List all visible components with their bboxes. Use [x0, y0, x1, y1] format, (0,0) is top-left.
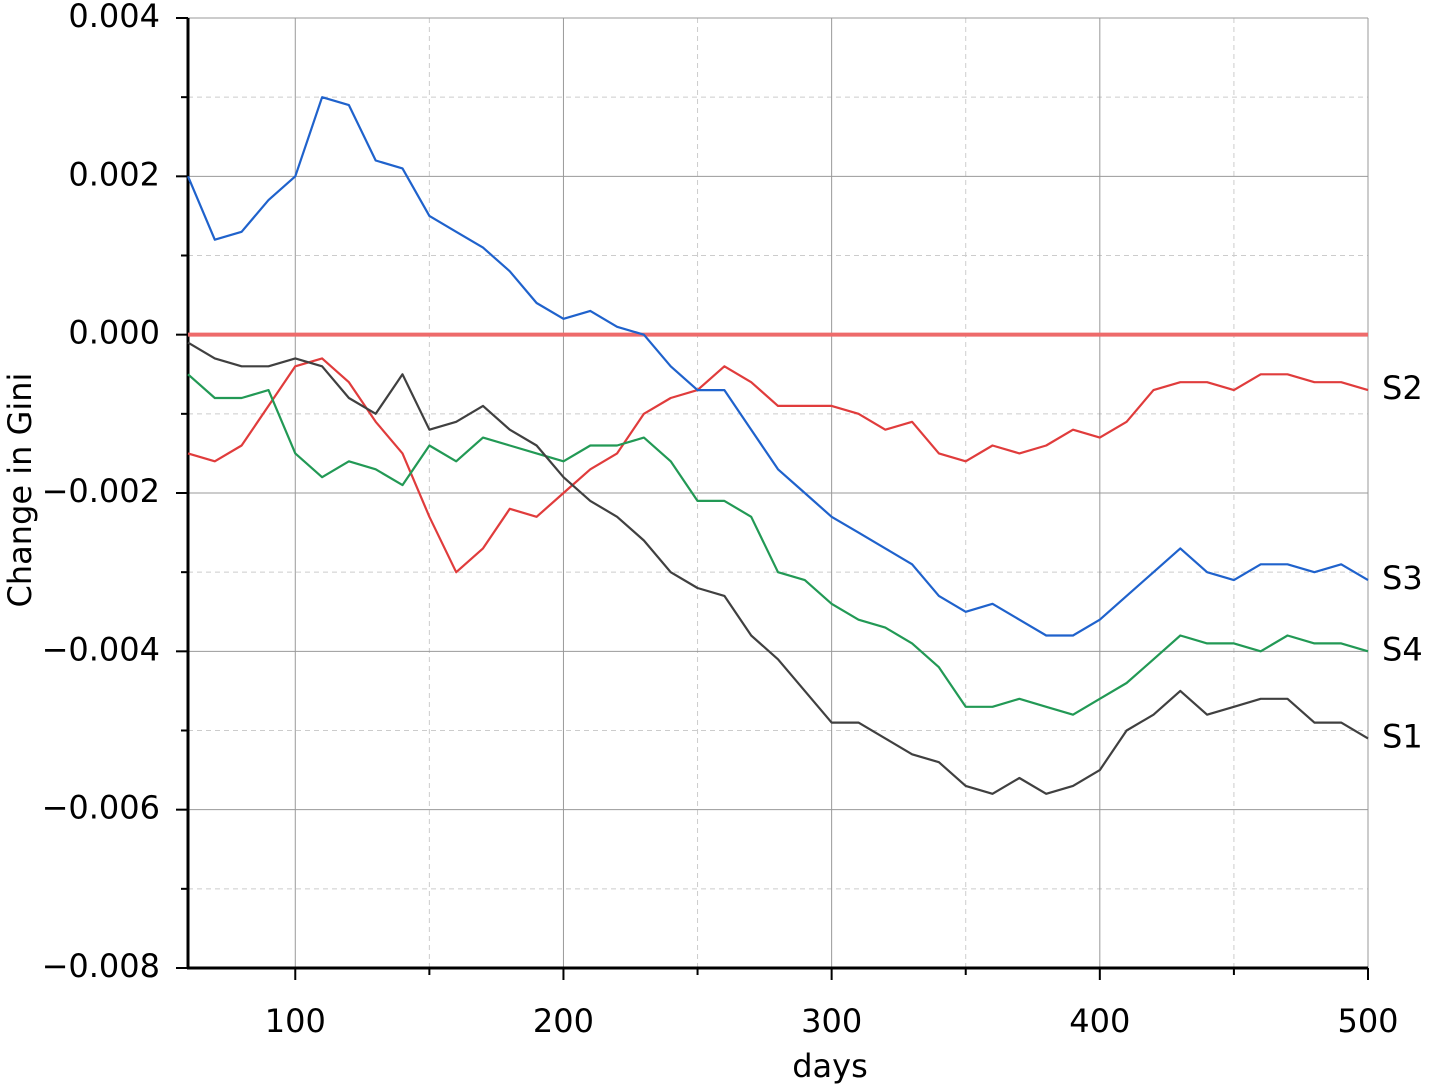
series-label: S1 — [1382, 717, 1423, 755]
series-line — [187, 373, 1369, 716]
x-tick-label: 100 — [265, 1002, 326, 1040]
x-tick-label: 200 — [533, 1002, 594, 1040]
y-tick-label: −0.002 — [42, 472, 160, 510]
series-line — [187, 341, 1369, 795]
y-tick-label: 0.000 — [68, 314, 160, 352]
series-label: S3 — [1382, 559, 1423, 597]
x-tick-label: 400 — [1069, 1002, 1130, 1040]
x-axis-label: days — [792, 1047, 868, 1085]
y-tick-label: −0.004 — [42, 630, 160, 668]
y-tick-label: 0.004 — [68, 0, 160, 35]
x-tick-label: 500 — [1337, 1002, 1398, 1040]
y-tick-label: 0.002 — [68, 155, 160, 193]
y-axis-label: Change in Gini — [1, 373, 39, 608]
series-label: S2 — [1382, 369, 1423, 407]
series-line — [186, 96, 1369, 637]
series-line — [187, 357, 1369, 574]
series-label: S4 — [1382, 630, 1423, 668]
y-tick-label: −0.008 — [42, 947, 160, 985]
x-tick-label: 300 — [801, 1002, 862, 1040]
y-tick-label: −0.006 — [42, 789, 160, 827]
